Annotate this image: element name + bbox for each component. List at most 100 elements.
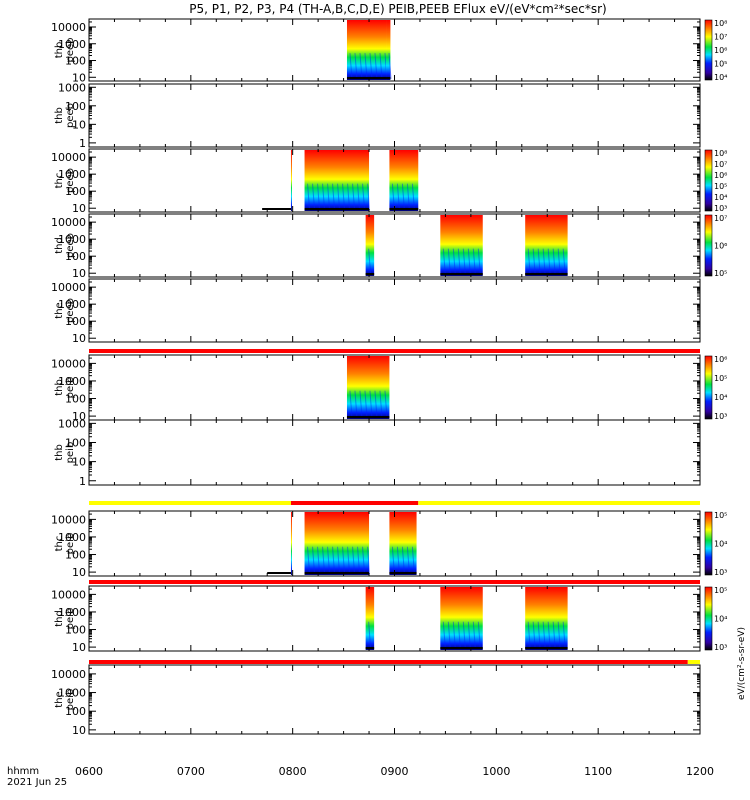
colorbar-tick-label: 10³ [714,568,727,577]
colorbar-tick-label: 10⁶ [714,171,727,180]
data-block [365,587,375,650]
data-streak [467,248,471,276]
data-streak [388,53,392,80]
data-block [304,150,370,211]
panel-label: thbpeib [54,377,76,399]
x-tick-label: 0800 [279,765,307,778]
y-tick-label: 10 [72,202,86,215]
panel-label-line: thb [54,42,65,59]
y-tick-label: 100 [65,624,86,637]
status-bar [89,580,700,584]
panel-label: thbpeeb [54,103,76,128]
data-streak [384,390,388,419]
data-streak [542,621,546,650]
data-streak [547,621,551,650]
colorbar [704,511,713,576]
y-tick-label: 10 [72,724,86,737]
x-axis-name: hhmm [7,766,39,777]
colorbar-tick-label: 10⁵ [714,60,727,69]
status-bar [89,660,688,664]
x-tick-label: 1200 [686,765,714,778]
data-streak [347,546,351,575]
panel-9: 10 100 1000 10000 thdpeib 10⁵ 10⁴ 10³ [51,585,727,654]
data-streak [537,248,541,276]
panel-frame [88,18,701,82]
data-streak [367,183,371,211]
status-bar [89,349,700,353]
data-streak [391,546,395,575]
x-tick-label: 0600 [75,765,103,778]
x-tick-label: 1100 [584,765,612,778]
data-streak [477,248,481,276]
panel-label-line: thb [54,107,65,124]
panel-2: 1 10 100 1000 thbpeeb [54,81,701,150]
colorbar [704,149,713,212]
panel-label: thepeib [54,689,76,711]
data-streak [401,546,405,575]
y-tick-label: 10 [72,456,86,469]
panel-5: 10 100 1000 10000 thepeeb [51,278,701,345]
y-tick-label: 1000 [58,375,86,388]
y-tick-label: 10000 [51,216,86,229]
y-tick-label: 100 [65,705,86,718]
y-tick-label: 100 [65,55,86,68]
data-streak [349,53,353,80]
panel-label: thbpeib [54,442,76,464]
colorbar-tick-label: 10⁵ [714,182,727,191]
panel-label-line: the [54,691,65,707]
y-tick-label: 1000 [58,531,86,544]
data-streak [447,621,451,650]
panel-frame [88,83,701,148]
data-streak [368,248,372,276]
data-block [346,356,390,419]
colorbar [704,19,713,81]
colorbar-tick-label: 10³ [714,204,727,213]
data-streak [442,621,446,650]
colorbar-tick-label: 10⁴ [714,615,727,624]
data-streak [359,53,363,80]
data-streak [367,546,371,575]
panel-8: 10 100 1000 10000 thcpeib 10⁵ 10⁴ 10³ [51,510,727,579]
data-streak [327,183,331,211]
panel-6: 10 100 1000 10000 thbpeib 10⁶ 10⁵ 10⁴ 10³ [51,354,727,423]
panel-label-line: peib [65,442,76,464]
data-streak [477,621,481,650]
data-block [440,215,483,276]
panel-label-line: peeb [65,233,76,258]
data-streak [327,546,331,575]
data-block [290,512,292,575]
panel-label-line: thc [54,173,65,189]
data-streak [349,390,353,419]
data-streak [364,53,368,80]
y-tick-label: 10 [72,71,86,84]
data-streak [369,53,373,80]
panel-frame [88,278,701,343]
panel-10: 10 100 1000 10000 thepeib [51,664,701,737]
data-streak [552,248,556,276]
panel-label: thepeeb [54,298,76,323]
panels: 10100100010000thbpeeb10⁸10⁷10⁶10⁵10⁴1101… [51,18,727,737]
colorbar-tick-label: 10⁴ [714,193,727,202]
panel-label-line: peib [65,377,76,399]
colorbar-title: eV/(cm²-s-sr-eV) [737,627,747,700]
panel-label-line: thc [54,536,65,552]
colorbar-tick-label: 10⁵ [714,586,727,595]
data-streak [401,183,405,211]
panel-label-line: peib [65,533,76,555]
data-streak [457,248,461,276]
data-block [389,512,417,575]
data-streak [322,183,326,211]
y-tick-label: 1000 [58,417,86,430]
data-streak [317,183,321,211]
panel-frame [88,213,701,278]
y-tick-label: 10000 [51,357,86,370]
panel-label: thdpeib [54,608,76,630]
y-tick-label: 10 [72,332,86,345]
panel-frame [88,664,701,735]
data-streak [552,621,556,650]
y-tick-label: 100 [65,393,86,406]
panel-frame [88,419,701,486]
y-tick-label: 1000 [58,81,86,94]
date-label: 2021 Jun 25 [7,777,67,788]
data-streak [369,390,373,419]
